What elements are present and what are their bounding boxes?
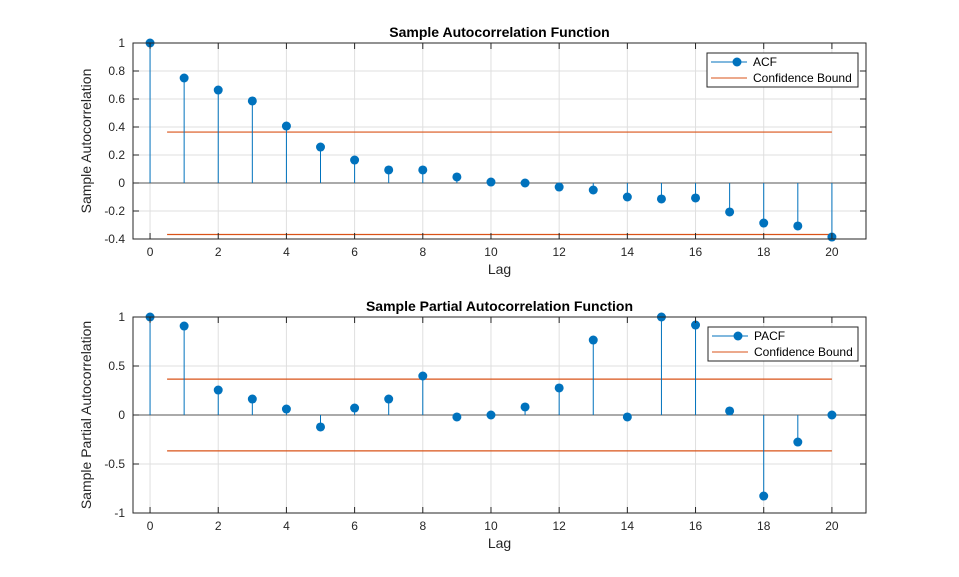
stem-marker bbox=[725, 406, 735, 416]
stem-marker bbox=[452, 412, 462, 422]
x-tick-label: 0 bbox=[147, 245, 154, 259]
axes-1: 0 2 4 6 8 10 12 14 16 18 20 -0.4 -0.2 0 0.2 0.4 0.6 0.8 1 S… bbox=[78, 24, 867, 277]
y-tick-label: 1 bbox=[118, 310, 125, 324]
legend: ACF Confidence Bound bbox=[706, 52, 859, 88]
x-tick-label: 12 bbox=[552, 245, 566, 259]
y-tick-label: 0 bbox=[118, 176, 125, 190]
y-tick-label: 0.5 bbox=[108, 359, 125, 373]
stem-marker bbox=[725, 207, 735, 217]
y-tick-label: -0.4 bbox=[104, 232, 125, 246]
y-axis-label: Sample Partial Autocorrelation bbox=[78, 321, 94, 509]
axes-box bbox=[132, 42, 867, 240]
y-tick-label: -1 bbox=[114, 506, 125, 520]
legend-label: PACF bbox=[754, 329, 785, 343]
legend-label: Confidence Bound bbox=[754, 345, 853, 359]
stem-marker bbox=[384, 165, 394, 175]
stem-marker bbox=[622, 412, 632, 422]
x-axis-label: Lag bbox=[488, 261, 511, 277]
stem-marker bbox=[793, 437, 803, 447]
x-tick-label: 18 bbox=[757, 519, 771, 533]
chart-title: Sample Partial Autocorrelation Function bbox=[366, 298, 633, 314]
y-tick-label: -0.5 bbox=[104, 457, 125, 471]
y-tick-label: 1 bbox=[118, 36, 125, 50]
stem-marker bbox=[247, 394, 257, 404]
stem-marker bbox=[554, 182, 564, 192]
y-tick-label: -0.2 bbox=[104, 204, 125, 218]
x-tick-label: 12 bbox=[552, 519, 566, 533]
axes-2: 0 2 4 6 8 10 12 14 16 18 20 -1 -0.5 0 0.5 1 Sample Parti… bbox=[78, 298, 867, 551]
x-tick-label: 20 bbox=[825, 245, 839, 259]
x-tick-label: 2 bbox=[215, 519, 222, 533]
stem-marker bbox=[588, 185, 598, 195]
stem-marker bbox=[384, 394, 394, 404]
x-tick-label: 10 bbox=[484, 519, 498, 533]
y-tick-label: 0.6 bbox=[108, 92, 125, 106]
stem-marker bbox=[281, 404, 291, 414]
stem-marker bbox=[350, 155, 360, 165]
stem-marker bbox=[247, 96, 257, 106]
x-tick-label: 4 bbox=[283, 245, 290, 259]
y-tick-label: 0 bbox=[118, 408, 125, 422]
x-axis-label: Lag bbox=[488, 535, 511, 551]
stem-marker bbox=[452, 172, 462, 182]
x-tick-label: 6 bbox=[351, 519, 358, 533]
stem-marker bbox=[827, 410, 837, 420]
x-tick-label: 18 bbox=[757, 245, 771, 259]
stem-marker bbox=[759, 491, 769, 501]
x-tick-label: 16 bbox=[689, 519, 703, 533]
stem-marker bbox=[179, 73, 189, 83]
x-tick-label: 4 bbox=[283, 519, 290, 533]
stem-marker bbox=[316, 422, 326, 432]
stem-marker bbox=[588, 335, 598, 345]
x-tick-label: 10 bbox=[484, 245, 498, 259]
stem-marker bbox=[281, 121, 291, 131]
stem-marker bbox=[179, 321, 189, 331]
y-tick-label: 0.8 bbox=[108, 64, 125, 78]
stem-marker bbox=[350, 403, 360, 413]
legend-label: ACF bbox=[753, 55, 777, 69]
y-tick-label: 0.4 bbox=[108, 120, 125, 134]
stem-marker bbox=[486, 177, 496, 187]
stem-marker bbox=[691, 320, 701, 330]
legend-label: Confidence Bound bbox=[753, 71, 852, 85]
stem-marker bbox=[418, 165, 428, 175]
y-tick-label: 0.2 bbox=[108, 148, 125, 162]
legend-swatch-marker bbox=[733, 331, 743, 341]
x-tick-label: 14 bbox=[621, 245, 635, 259]
stem-marker bbox=[213, 385, 223, 395]
stem-marker bbox=[554, 383, 564, 393]
stem-marker bbox=[486, 410, 496, 420]
stem-marker bbox=[656, 194, 666, 204]
stem-marker bbox=[520, 402, 530, 412]
x-tick-label: 2 bbox=[215, 245, 222, 259]
x-tick-label: 0 bbox=[147, 519, 154, 533]
x-tick-label: 20 bbox=[825, 519, 839, 533]
x-tick-label: 8 bbox=[419, 245, 426, 259]
stem-marker bbox=[793, 221, 803, 231]
stem-marker bbox=[759, 218, 769, 228]
x-tick-label: 8 bbox=[419, 519, 426, 533]
x-tick-label: 16 bbox=[689, 245, 703, 259]
stem-marker bbox=[691, 193, 701, 203]
x-tick-label: 14 bbox=[621, 519, 635, 533]
legend-swatch-marker bbox=[732, 57, 742, 67]
stem-marker bbox=[520, 178, 530, 188]
legend-box bbox=[707, 326, 859, 362]
y-axis-label: Sample Autocorrelation bbox=[78, 69, 94, 214]
stem-marker bbox=[213, 85, 223, 95]
stem-marker bbox=[316, 142, 326, 152]
legend-box bbox=[706, 52, 859, 88]
x-tick-label: 6 bbox=[351, 245, 358, 259]
stem-marker bbox=[622, 192, 632, 202]
chart-title: Sample Autocorrelation Function bbox=[389, 24, 609, 40]
legend: PACF Confidence Bound bbox=[707, 326, 859, 362]
stem-marker bbox=[418, 371, 428, 381]
